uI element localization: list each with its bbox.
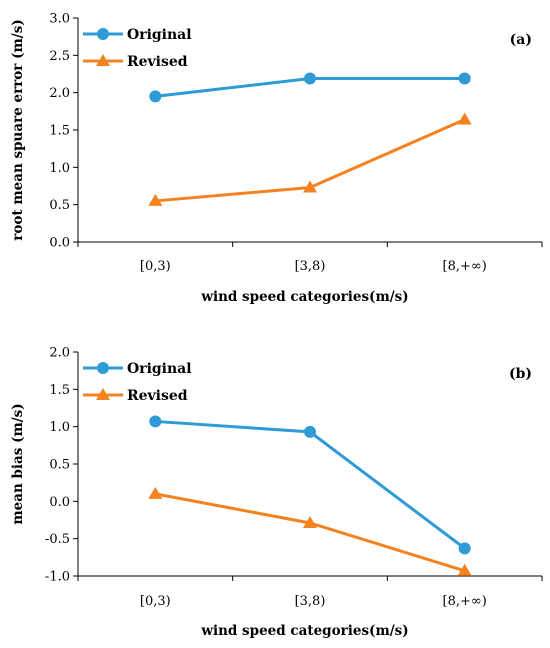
x-tick-label: [8,+∞) xyxy=(443,594,487,609)
legend-marker-circle xyxy=(97,362,109,374)
data-point-revised xyxy=(148,486,163,499)
panel-label: (b) xyxy=(509,366,532,382)
data-point-original xyxy=(458,542,471,555)
y-tick-label: 3.0 xyxy=(49,12,70,27)
y-axis-title: mean bias (m/s) xyxy=(10,403,26,524)
x-axis-title: wind speed categories(m/s) xyxy=(200,623,408,639)
data-point-revised xyxy=(457,112,472,125)
y-tick-label: 1.5 xyxy=(49,383,70,398)
data-point-original xyxy=(149,415,162,428)
y-tick-label: 1.0 xyxy=(49,161,70,176)
data-point-revised xyxy=(303,515,317,528)
y-tick-label: 0.5 xyxy=(49,458,70,473)
data-point-revised xyxy=(303,180,317,193)
y-tick-label: -0.5 xyxy=(45,532,70,547)
data-point-original xyxy=(149,90,162,103)
x-tick-label: [8,+∞) xyxy=(443,259,487,274)
chart-panel-1: 0.0 0.5 1.0 1.5 2.0 2.5 3.0 [0,3) [3,8) [8,+∞) win… xyxy=(10,12,543,305)
y-tick-label: 0.0 xyxy=(49,495,70,510)
legend-label: Revised xyxy=(127,388,188,404)
data-point-original xyxy=(304,72,316,85)
y-axis-title: root mean spuare error (m/s) xyxy=(10,19,26,240)
legend-label: Original xyxy=(127,27,192,43)
series-line-revised xyxy=(155,492,466,573)
x-tick-label: [3,8) xyxy=(295,594,326,609)
x-tick-label: [0,3) xyxy=(140,594,171,609)
data-point-revised xyxy=(148,193,163,206)
data-point-revised xyxy=(457,563,472,576)
y-tick-label: 2.0 xyxy=(49,86,70,101)
y-tick-label: -1.0 xyxy=(45,570,70,585)
y-tick-label: 2.5 xyxy=(49,49,70,64)
series-line-original xyxy=(155,419,466,550)
chart-panel-2: -1.0 -0.5 0.0 0.5 1.0 1.5 2.0 [0,3) [3,8) [8,+∞) w… xyxy=(10,346,543,639)
data-point-original xyxy=(304,425,316,438)
panel-label: (a) xyxy=(510,32,532,48)
y-tick-label: 0.5 xyxy=(49,198,70,213)
x-axis-title: wind speed categories(m/s) xyxy=(200,289,408,305)
x-tick-label: [3,8) xyxy=(295,259,326,274)
legend-label: Revised xyxy=(127,54,188,70)
legend-marker-circle xyxy=(97,28,109,40)
legend-marker-triangle xyxy=(96,54,110,66)
legend-marker-triangle xyxy=(96,388,110,400)
y-tick-label: 0.0 xyxy=(49,236,70,251)
y-tick-label: 1.5 xyxy=(49,124,70,139)
data-point-original xyxy=(458,72,471,85)
legend-label: Original xyxy=(127,361,192,377)
y-tick-label: 2.0 xyxy=(49,346,70,361)
y-tick-label: 1.0 xyxy=(49,420,70,435)
x-tick-label: [0,3) xyxy=(140,259,171,274)
